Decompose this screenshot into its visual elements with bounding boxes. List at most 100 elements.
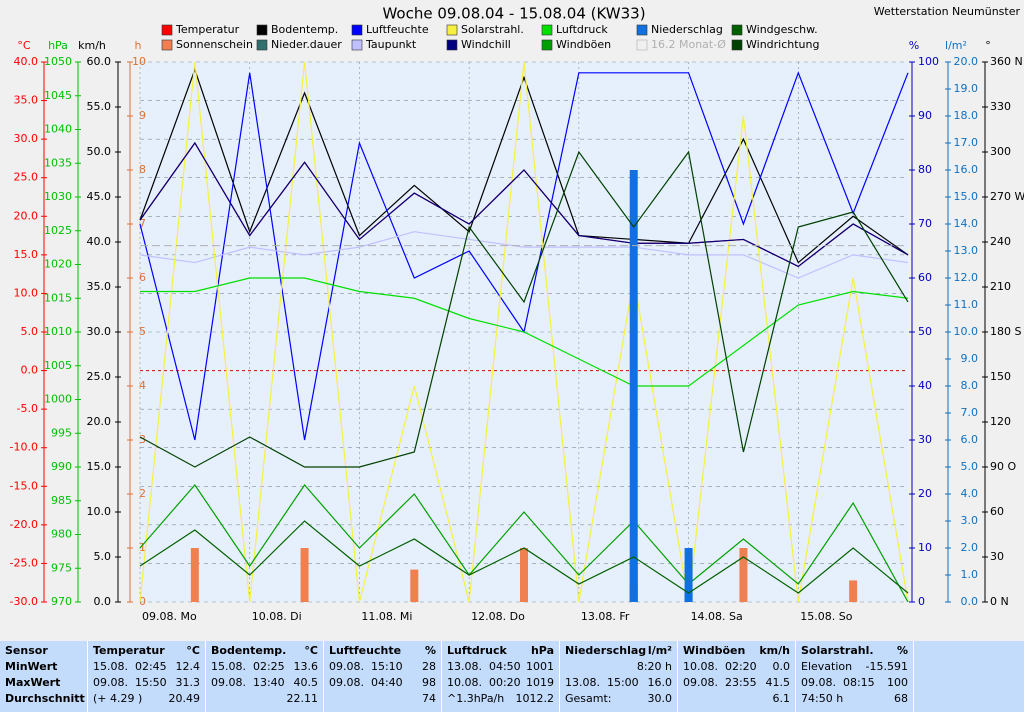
table-cell: (+ 4.29 ) <box>93 692 143 705</box>
column: Bodentemp. °C 15.08. 02:25 13.6 09.08. 13:40… <box>206 641 324 712</box>
table-cell: 74:50 h <box>801 692 844 705</box>
legend-swatch <box>446 24 458 36</box>
legend-swatch <box>731 39 743 51</box>
y-tick-label: 210 <box>990 280 1011 293</box>
y-tick-label: 1000 <box>44 393 72 406</box>
series-line <box>139 141 909 268</box>
y-tick-label: 7 <box>139 217 146 230</box>
legend-label: Solarstrahl. <box>461 23 524 36</box>
table-row: 09.08. 04:40 98 <box>329 675 436 691</box>
table-cell: 100 <box>887 676 908 689</box>
table-cell: Elevation <box>801 660 853 673</box>
column-unit: °C <box>304 644 318 657</box>
y-tick-label: 35.0 <box>14 94 39 107</box>
y-tick-label: 1025 <box>44 224 72 237</box>
y-tick-label: 100 <box>918 55 939 68</box>
table-row: 13.08. 15:00 16.0 <box>565 675 672 691</box>
bar <box>739 548 748 602</box>
column-header: Niederschlag l/m² <box>565 643 672 659</box>
series-line <box>139 150 909 468</box>
table-cell: 22.11 <box>286 692 319 705</box>
y-tick-label: 0.0 <box>961 595 979 608</box>
table-cell: 40.5 <box>293 676 319 689</box>
y-tick-label: 985 <box>51 494 72 507</box>
bar <box>684 548 693 602</box>
y-tick-label: 30.0 <box>14 132 39 145</box>
legend-swatch <box>636 24 648 36</box>
y-tick-label: 1040 <box>44 123 72 136</box>
y-tick-label: 10 <box>918 541 932 554</box>
legend-label: Windrichtung <box>746 38 819 51</box>
table-row: 74:50 h 68 <box>801 691 908 707</box>
column: Temperatur °C 15.08. 02:45 12.4 09.08. 15:50… <box>88 641 206 712</box>
table-row: 09.08. 08:15 100 <box>801 675 908 691</box>
x-tick-label: 13.08. Fr <box>581 610 630 623</box>
y-tick-label: 20.0 <box>87 415 112 428</box>
table-cell: 30.0 <box>647 692 673 705</box>
y-tick-label: 10.0 <box>14 286 39 299</box>
y-tick-label: -20.0 <box>10 518 38 531</box>
legend-label: Niederschlag <box>651 23 723 36</box>
series-line <box>140 277 909 387</box>
y-tick-label: 40.0 <box>87 235 112 248</box>
table-cell: 74 <box>422 692 436 705</box>
series-line <box>139 520 909 594</box>
column-title: Luftdruck <box>447 644 507 657</box>
station: Wetterstation Neumünster <box>874 5 1021 18</box>
y-tick-label: 0 N <box>990 595 1009 608</box>
y-tick-label: 0 <box>139 595 146 608</box>
bar <box>629 170 638 602</box>
row-label: Durchschnitt <box>5 692 85 705</box>
table-row: (+ 4.29 ) 20.49 <box>93 691 200 707</box>
table-cell: 31.3 <box>175 676 201 689</box>
column-header: Bodentemp. °C <box>211 643 318 659</box>
table-row: 10.08. 02:20 0.0 <box>683 659 790 675</box>
table-cell: 6.1 <box>772 692 791 705</box>
row-label: Sensor <box>5 644 48 657</box>
table-cell: 09.08. 15:10 <box>329 660 403 673</box>
y-tick-label: 50.0 <box>87 145 112 158</box>
bar <box>410 569 419 602</box>
table-cell: 1012.2 <box>515 692 555 705</box>
table-row: 09.08. 13:40 40.5 <box>211 675 318 691</box>
y-tick-label: 4.0 <box>961 487 979 500</box>
y-tick-label: 15.0 <box>14 248 39 261</box>
row-label: MaxWert <box>5 676 61 689</box>
y-tick-label: 5.0 <box>961 460 979 473</box>
table-cell: 10.08. 02:20 <box>683 660 757 673</box>
bar <box>849 580 858 602</box>
row-labels: Sensor MinWert MaxWert Durchschnitt <box>0 641 88 712</box>
column-unit: % <box>424 644 436 657</box>
y-tick-label: 40.0 <box>14 55 39 68</box>
y-tick-label: 15.0 <box>954 190 979 203</box>
legend-swatch <box>161 39 173 51</box>
y-tick-label: 150 <box>990 370 1011 383</box>
legend-label: Temperatur <box>175 23 240 36</box>
legend-swatch <box>351 39 363 51</box>
legend-label: Taupunkt <box>365 38 417 51</box>
table-cell: 13.08. 04:50 <box>447 660 521 673</box>
y-tick-label: 9 <box>139 109 146 122</box>
y-tick-label: 1015 <box>44 291 72 304</box>
y-tick-label: 970 <box>51 595 72 608</box>
y-tick-label: 30 <box>918 433 932 446</box>
column-header: Luftdruck hPa <box>447 643 554 659</box>
bar <box>520 548 528 602</box>
y-tick-label: 5 <box>139 325 146 338</box>
column-title: Temperatur <box>93 644 165 657</box>
legend-swatch <box>351 24 363 36</box>
column-unit: °C <box>186 644 200 657</box>
table-cell: 09.08. 04:40 <box>329 676 403 689</box>
legend-swatch <box>541 24 553 36</box>
column: Luftdruck hPa 13.08. 04:50 1001 10.08. 00:20… <box>442 641 560 712</box>
y-tick-label: 300 <box>990 145 1011 158</box>
axis-label: hPa <box>48 39 68 52</box>
y-tick-label: 14.0 <box>954 217 979 230</box>
y-tick-label: 20.0 <box>14 209 39 222</box>
y-tick-label: 6.0 <box>961 433 979 446</box>
y-tick-label: 1010 <box>44 325 72 338</box>
column-title: Bodentemp. <box>211 644 287 657</box>
bar <box>300 548 309 602</box>
x-tick-label: 14.08. Sa <box>691 610 743 623</box>
